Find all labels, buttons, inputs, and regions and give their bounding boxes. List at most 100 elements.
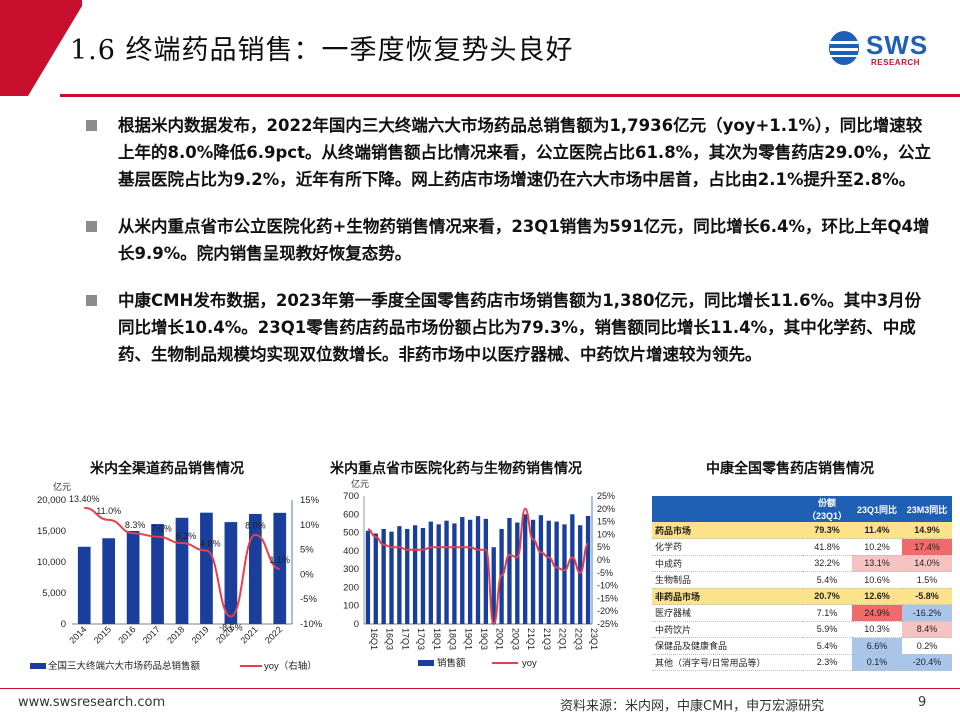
- chart2-hospital-sales: 亿元 700 600 500 400 300 200 100 0 25% 20% 15% 10% 5% 0%…: [343, 478, 618, 669]
- legend-bar-swatch: [418, 660, 434, 666]
- data-label: -8.5%: [219, 623, 243, 633]
- table-row: 非药品市场 20.7% 12.6% -5.8%: [652, 588, 952, 605]
- y-tick-label: 400: [343, 546, 359, 557]
- x-tick-label: 17Q1: [400, 628, 410, 650]
- y-tick-label: 200: [343, 582, 359, 593]
- x-tick-label: 22Q3: [573, 628, 583, 650]
- x-tick-label: 19Q1: [463, 628, 473, 650]
- y2-tick-label: 5%: [300, 545, 314, 556]
- table-cell: 生物制品: [652, 571, 802, 589]
- bar: [420, 528, 426, 624]
- table-cell: 0.1%: [852, 654, 902, 671]
- table-cell: 5.4%: [802, 571, 852, 589]
- bar: [570, 514, 575, 624]
- data-label: 11.0%: [96, 506, 121, 516]
- x-tick-label: 2016: [116, 624, 137, 645]
- table-cell: 中成药: [652, 555, 802, 572]
- sws-logo-icon: [829, 31, 859, 65]
- page-title: 1.6 终端药品销售：一季度恢复势头良好: [70, 35, 574, 66]
- table-row: 药品市场 79.3% 11.4% 14.9%: [652, 522, 952, 539]
- bar: [507, 517, 512, 624]
- bar: [515, 522, 520, 624]
- y2-tick-label: -25%: [597, 619, 618, 629]
- y2-tick-label: 15%: [597, 517, 615, 527]
- table-row: 化学药 41.8% 10.2% 17.4%: [652, 538, 952, 556]
- table-cell: 20.7%: [802, 588, 852, 605]
- data-label: 13.40%: [69, 494, 100, 504]
- bar: [412, 525, 418, 624]
- table-cell: 6.6%: [852, 637, 902, 655]
- bar: [248, 513, 262, 624]
- y-tick-label: 15,000: [37, 526, 66, 537]
- table-cell: 10.6%: [852, 571, 902, 589]
- bar: [499, 528, 504, 624]
- table-cell: -20.4%: [902, 654, 952, 671]
- y-tick-label: 5,000: [42, 588, 66, 599]
- table-cell: 41.8%: [802, 538, 852, 556]
- y2-tick-label: 20%: [597, 504, 615, 514]
- bar: [381, 528, 386, 624]
- table-cell: 化学药: [652, 538, 802, 556]
- bar: [444, 520, 449, 624]
- table-cell: 医疗器械: [652, 604, 802, 622]
- bar: [77, 546, 91, 624]
- table-row: 中成药 32.2% 13.1% 14.0%: [652, 555, 952, 572]
- yoy-line: [84, 506, 281, 618]
- bar: [389, 531, 394, 624]
- logo-text: SWS: [866, 30, 929, 60]
- y2-tick-label: -5%: [597, 568, 613, 578]
- table-cell: 14.9%: [902, 522, 952, 539]
- table-row: 保健品及健康食品 5.4% 6.6% 0.2%: [652, 637, 952, 655]
- x-tick-label: 2019: [190, 624, 211, 645]
- bar: [467, 519, 473, 624]
- table-cell: -5.8%: [902, 588, 952, 605]
- y2-tick-label: 25%: [597, 491, 615, 501]
- x-tick-label: 18Q1: [432, 628, 442, 650]
- y-tick-label: 0: [354, 619, 359, 630]
- y-tick-label: 10,000: [37, 557, 66, 568]
- bar: [405, 528, 410, 624]
- y2-tick-label: 10%: [300, 520, 320, 531]
- table-cell: 11.4%: [852, 522, 902, 539]
- y-tick-label: 20,000: [37, 495, 66, 506]
- x-tick-label: 23Q1: [589, 628, 599, 650]
- y2-tick-label: -15%: [597, 593, 618, 603]
- bar: [460, 517, 465, 624]
- table-header-cell: 23M3同比: [902, 496, 952, 522]
- x-tick-label: 21Q1: [526, 628, 536, 650]
- table-title: 中康全国零售药店销售情况: [706, 461, 874, 477]
- bullet-text: 根据米内数据发布，2022年国内三大终端六大市场药品总销售额为1,7936亿元（…: [118, 116, 931, 189]
- bar: [224, 522, 238, 624]
- x-tick-label: 2014: [67, 624, 88, 645]
- table-cell: 0.2%: [902, 637, 952, 655]
- chart2-title: 米内重点省市医院化药与生物药销售情况: [330, 461, 582, 477]
- bullet-item: 中康CMH发布数据，2023年第一季度全国零售药店市场销售额为1,380亿元，同…: [86, 287, 936, 368]
- footer-divider: [0, 688, 960, 689]
- table-header-cell: 份额（23Q1）: [802, 496, 852, 522]
- x-tick-label: 2022: [263, 624, 284, 645]
- data-label: 7.6%: [151, 524, 172, 534]
- data-label: 8.3%: [125, 520, 146, 530]
- table-cell: 2.3%: [802, 654, 852, 671]
- bar: [483, 518, 489, 624]
- retail-pharmacy-table: 份额（23Q1） 23Q1同比 23M3同比 药品市场 79.3% 11.4% 14.…: [652, 496, 952, 671]
- table-header-cell: 23Q1同比: [852, 496, 902, 522]
- x-tick-label: 19Q3: [479, 628, 489, 650]
- x-tick-label: 18Q3: [448, 628, 458, 650]
- y-tick-label: 300: [343, 564, 359, 575]
- bar: [428, 521, 433, 624]
- y-tick-label: 500: [343, 528, 359, 539]
- y2-tick-label: 0%: [300, 569, 314, 580]
- table-cell: 12.6%: [852, 588, 902, 605]
- table-cell: 14.0%: [902, 555, 952, 572]
- table-cell: 5.9%: [802, 621, 852, 638]
- y-tick-label: 0: [61, 619, 66, 630]
- table-cell: 非药品市场: [652, 588, 802, 605]
- table-cell: 8.4%: [902, 621, 952, 638]
- bar: [538, 515, 544, 624]
- bar: [200, 512, 213, 624]
- bar: [151, 524, 164, 624]
- table-cell: 10.3%: [852, 621, 902, 638]
- table-cell: 32.2%: [802, 555, 852, 572]
- data-label: 8.0%: [245, 521, 266, 531]
